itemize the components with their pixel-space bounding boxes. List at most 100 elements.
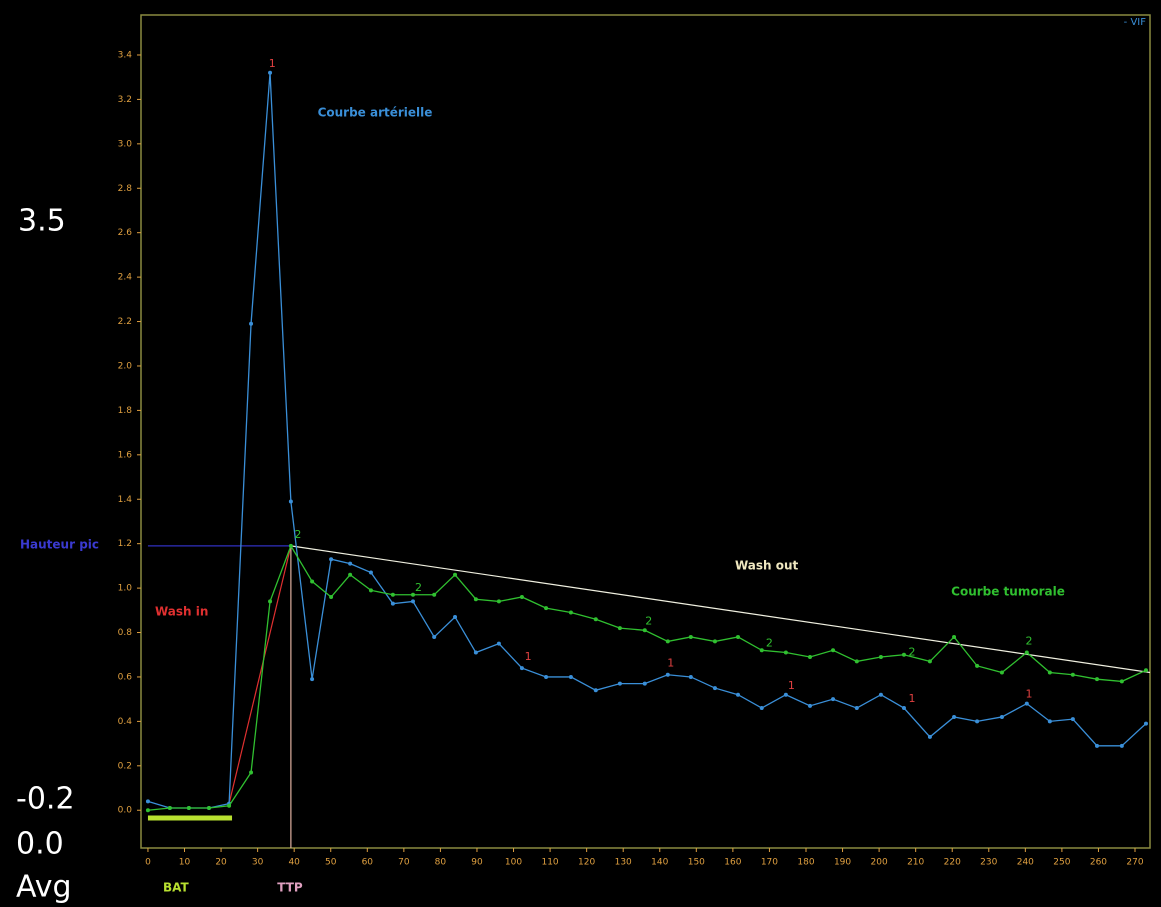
data-point [831,648,836,653]
y-tick-label: 1.2 [118,539,132,549]
x-tick-label: 220 [944,858,961,868]
data-point [927,659,932,664]
data-point [390,601,395,606]
guide-line [228,545,292,804]
data-point [999,714,1004,719]
data-point [1024,650,1029,655]
data-point [186,806,191,811]
data-point [1119,743,1124,748]
data-point [1143,721,1148,726]
data-point [878,692,883,697]
data-point [952,634,957,639]
y-tick-label: 3.2 [118,95,132,105]
x-tick-label: 270 [1126,858,1143,868]
data-point [1119,679,1124,684]
data-point [901,652,906,657]
data-point [167,806,172,811]
data-point [249,770,254,775]
point-marker: 2 [294,528,301,541]
data-point [368,588,373,593]
y-tick-label: 3.0 [118,139,133,149]
y-tick-label: 0.8 [118,628,133,638]
point-marker: 2 [645,614,652,627]
data-point [544,606,549,611]
x-tick-label: 0 [145,858,151,868]
data-point [368,570,373,575]
y-tick-label: 0.6 [118,672,133,682]
x-tick-label: 230 [980,858,997,868]
data-point [735,634,740,639]
y-tick-label: 0.2 [118,761,132,771]
data-point [642,681,647,686]
data-point [410,599,415,604]
x-tick-label: 100 [505,858,522,868]
data-point [952,714,957,719]
y-tick-label: 2.6 [118,228,133,238]
x-tick-label: 70 [398,858,410,868]
data-point [854,706,859,711]
guide-line [290,545,1151,674]
x-tick-label: 190 [834,858,851,868]
data-point [288,543,293,548]
point-marker: 2 [415,581,422,594]
data-point [759,648,764,653]
data-point [1094,677,1099,682]
data-point [410,592,415,597]
y-tick-label: 2.4 [118,273,133,283]
x-tick-label: 20 [215,858,227,868]
y-tick-label: 0.4 [118,717,133,727]
data-point [496,599,501,604]
x-tick-label: 250 [1053,858,1070,868]
annotation: BAT [163,881,190,895]
y-tick-label: 1.6 [118,450,133,460]
x-tick-label: 240 [1017,858,1034,868]
data-point [145,808,150,813]
plot-frame [140,14,1151,849]
data-point [310,579,315,584]
x-tick-label: 200 [871,858,888,868]
data-point [808,703,813,708]
data-point [712,686,717,691]
data-point [975,719,980,724]
data-point [329,557,334,562]
side-label: 3.5 [18,204,66,239]
y-tick-label: 2.2 [118,317,132,327]
data-point [496,641,501,646]
x-tick-label: 180 [797,858,814,868]
data-point [206,806,211,811]
x-tick-label: 210 [907,858,924,868]
legend: - VIF [1124,17,1147,28]
side-label: -0.2 [16,782,75,817]
annotation: TTP [277,881,303,895]
data-point [329,594,334,599]
x-tick-label: 80 [435,858,447,868]
data-point [927,734,932,739]
data-point [688,674,693,679]
data-point [145,799,150,804]
annotation: Hauteur pic [20,538,99,552]
data-point [735,692,740,697]
y-tick-label: 1.8 [118,406,133,416]
x-tick-label: 60 [362,858,374,868]
data-point [593,688,598,693]
data-point [453,572,458,577]
point-marker: 2 [766,637,773,650]
data-point [1143,668,1148,673]
data-point [568,674,573,679]
data-point [999,670,1004,675]
side-label: 0.0 [16,827,64,862]
y-tick-label: 1.4 [118,495,133,505]
data-point [901,706,906,711]
annotation: Wash out [735,559,799,573]
data-point [249,321,254,326]
data-point [808,654,813,659]
y-tick-label: 3.4 [118,50,133,60]
data-point [854,659,859,664]
data-point [473,597,478,602]
annotation: Wash in [155,605,208,619]
data-point [519,666,524,671]
x-tick-label: 30 [252,858,264,868]
data-point [473,650,478,655]
